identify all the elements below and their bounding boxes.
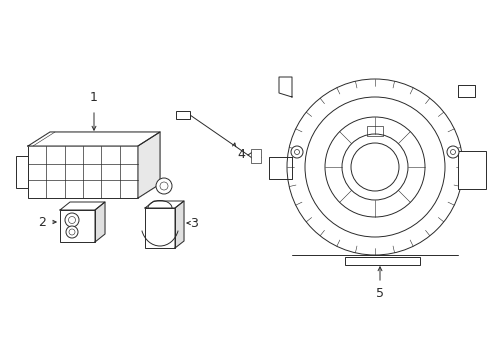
- Polygon shape: [60, 202, 105, 210]
- Bar: [251, 149, 261, 163]
- Polygon shape: [28, 132, 160, 146]
- Circle shape: [66, 226, 78, 238]
- Circle shape: [447, 146, 459, 158]
- Text: 5: 5: [376, 287, 384, 300]
- Bar: [367, 126, 383, 136]
- Text: 1: 1: [90, 91, 98, 104]
- Circle shape: [351, 143, 399, 191]
- Bar: [176, 111, 190, 119]
- Bar: [458, 151, 486, 189]
- Text: 4: 4: [237, 148, 245, 161]
- Bar: [60, 210, 95, 242]
- Circle shape: [287, 79, 463, 255]
- Text: 3: 3: [190, 216, 198, 230]
- Circle shape: [156, 178, 172, 194]
- Polygon shape: [175, 201, 184, 248]
- Polygon shape: [138, 132, 160, 198]
- Bar: [28, 146, 138, 198]
- Bar: [145, 208, 175, 248]
- Bar: [345, 257, 420, 265]
- Text: 2: 2: [38, 216, 46, 229]
- Polygon shape: [145, 201, 184, 208]
- Polygon shape: [95, 202, 105, 242]
- Circle shape: [291, 146, 303, 158]
- Bar: [16, 156, 28, 188]
- Circle shape: [65, 213, 79, 227]
